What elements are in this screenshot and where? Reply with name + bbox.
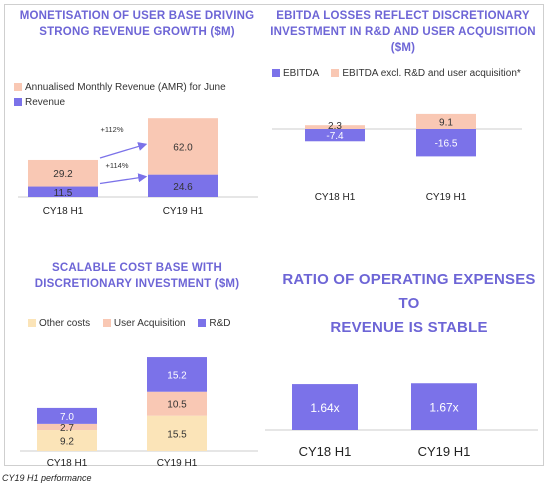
revenue-bar-revenue-cy19-h1 [148,174,218,197]
cost-title: SCALABLE COST BASE WITH DISCRETIONARY IN… [8,260,266,292]
ebitda-chart: 2.3-7.4 CY18 H1 9.1 -16.5 CY19 H1 [272,113,522,203]
legend-item-ebitda: EBITDA [272,68,319,79]
ebitda-title-line1: EBITDA LOSSES REFLECT DISCRETIONARY [276,10,530,22]
legend-label-rd: R&D [209,318,231,329]
ratio-data-label: 1.67x [429,401,458,415]
legend-swatch-revenue [14,98,22,106]
ratio-title-line1: RATIO OF OPERATING EXPENSES TO [282,271,536,312]
legend-swatch-other [28,319,36,327]
revenue-chart: 11.5 29.2 CY18 H1 24.6 62.0 CY19 H1 +112% +114% [18,118,258,217]
cost-title-line1: SCALABLE COST BASE WITH [51,262,223,274]
legend-label-ebitda: EBITDA [283,68,319,79]
cost-bar-r-d-cy19-h1 [147,357,207,392]
legend-item-amr: Annualised Monthly Revenue (AMR) for Jun… [14,80,226,95]
cost-category-label: CY18 H1 [47,458,88,469]
legend-item-revenue: Revenue [14,95,226,110]
legend-swatch-rd [198,319,207,327]
ebitda-data-label: -7.4 [326,131,344,142]
ebitda-bar-ebitda-excl-r-d-and-user-acquisition-cy19-h1 [416,113,476,129]
ebitda-data-label: -16.5 [435,139,458,150]
cost-data-label: 9.2 [60,437,74,448]
cost-bar-other-costs-cy19-h1 [147,415,207,451]
revenue-growth-arrow-revenue [99,173,148,185]
ebitda-bar-ebitda-cy18-h1 [305,129,365,142]
legend-swatch-amr [14,83,22,91]
legend-item-ua: User Acquisition [102,318,186,329]
revenue-title-line2: STRONG REVENUE GROWTH ($M) [39,26,235,38]
revenue-title-line1: MONETISATION OF USER BASE DRIVING [19,10,255,22]
ebitda-data-label-excl: 9.1 [439,117,453,128]
ebitda-data-label-excl: 2.3 [328,121,342,132]
cost-bar-user-acquisition-cy18-h1 [37,423,97,431]
legend-label-ebitda-excl: EBITDA excl. R&D and user acquisition* [342,68,521,79]
revenue-growth-annotation-revenue: +114% [105,161,128,170]
legend-item-other: Other costs [28,318,90,329]
cost-data-label: 7.0 [60,412,74,423]
revenue-data-label: 29.2 [53,169,73,180]
revenue-growth-arrow-amr [99,142,148,159]
ebitda-category-label: CY19 H1 [426,192,467,203]
cost-category-label: CY19 H1 [157,458,198,469]
revenue-title: MONETISATION OF USER BASE DRIVING STRONG… [8,8,266,40]
legend-label-revenue: Revenue [25,97,66,108]
revenue-bar-revenue-cy18-h1 [28,186,98,197]
revenue-category-label: CY19 H1 [163,206,204,217]
revenue-bar-annualised-monthly-revenue-amr-for-june-cy19-h1 [148,118,218,175]
cost-legend: Other costs User Acquisition R&D [28,318,231,329]
revenue-growth-annotation-amr: +112% [100,125,123,134]
legend-swatch-ebitda-excl [331,69,340,77]
legend-item-ebitda-excl: EBITDA excl. R&D and user acquisition* [331,68,521,79]
cost-data-label: 15.5 [167,429,187,440]
cost-data-label: 2.7 [60,423,74,434]
ebitda-title: EBITDA LOSSES REFLECT DISCRETIONARY INVE… [262,8,544,56]
cost-data-label: 15.2 [167,370,187,381]
revenue-bar-annualised-monthly-revenue-amr-for-june-cy18-h1 [28,159,98,187]
revenue-data-label: 24.6 [173,182,193,193]
ratio-title-line2: REVENUE IS STABLE [330,319,488,336]
ebitda-legend: EBITDA EBITDA excl. R&D and user acquisi… [272,68,521,79]
legend-item-rd: R&D [198,318,231,329]
revenue-legend: Annualised Monthly Revenue (AMR) for Jun… [14,80,226,110]
ebitda-bar-ebitda-cy19-h1 [416,129,476,157]
cost-bar-other-costs-cy18-h1 [37,430,97,451]
ratio-bar-cy18-h1 [292,384,358,430]
figure-caption: CY19 H1 performance [2,473,92,483]
cost-bar-user-acquisition-cy19-h1 [147,391,207,416]
revenue-data-label: 11.5 [54,188,73,199]
cost-chart: 9.2 2.77.0 CY18 H1 15.5 10.5 15.2 CY19 H1 [20,357,258,469]
ratio-category-label: CY18 H1 [299,444,352,459]
ebitda-category-label: CY18 H1 [315,192,356,203]
legend-label-other: Other costs [39,318,91,329]
ratio-title: RATIO OF OPERATING EXPENSES TO REVENUE I… [270,268,548,340]
legend-swatch-ebitda [272,69,280,77]
cost-bar-r-d-cy18-h1 [37,407,97,424]
ebitda-title-line2: INVESTMENT IN R&D AND USER ACQUISITION (… [270,26,536,54]
legend-swatch-ua [102,319,111,327]
ratio-bar-cy19-h1 [411,383,477,430]
legend-label-amr: Annualised Monthly Revenue (AMR) for Jun… [25,82,226,93]
cost-title-line2: DISCRETIONARY INVESTMENT ($M) [34,278,240,290]
legend-label-ua: User Acquisition [113,318,186,329]
ratio-chart: 1.64x CY18 H1 1.67x CY19 H1 [265,383,538,459]
cost-data-label: 10.5 [167,400,187,411]
ratio-category-label: CY19 H1 [418,444,471,459]
ratio-data-label: 1.64x [310,401,339,415]
revenue-category-label: CY18 H1 [43,206,84,217]
revenue-data-label: 62.0 [173,142,193,153]
ebitda-bar-ebitda-excl-r-d-and-user-acquisition-cy18-h1 [305,125,365,129]
